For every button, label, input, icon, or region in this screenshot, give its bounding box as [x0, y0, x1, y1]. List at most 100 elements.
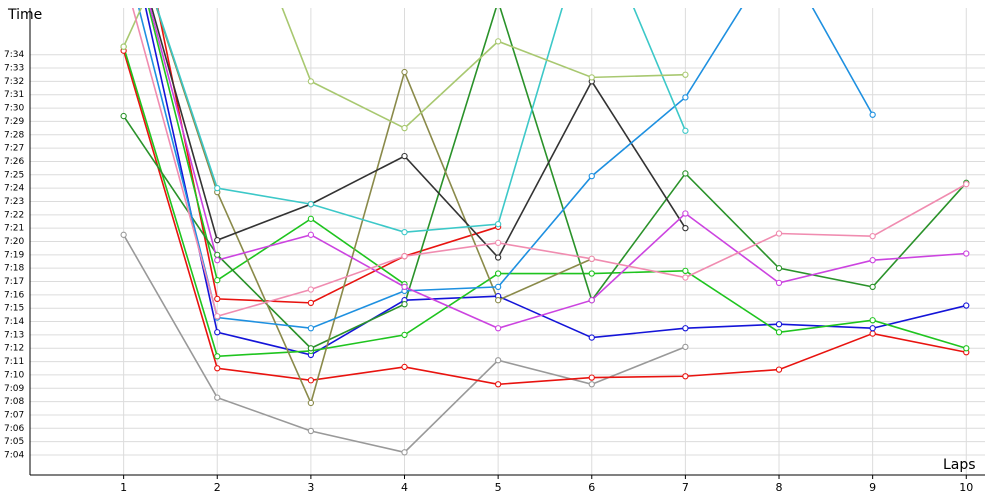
y-tick-label: 7:14 [4, 317, 24, 327]
y-tick-label: 7:10 [4, 370, 24, 380]
point [682, 127, 689, 134]
point [494, 221, 502, 228]
point [494, 254, 502, 261]
point [682, 210, 689, 217]
point [120, 43, 127, 50]
y-tick-label: 7:09 [4, 384, 24, 394]
grid [30, 8, 985, 475]
y-tick-label: 7:18 [4, 264, 24, 274]
x-tick-label: 4 [401, 481, 408, 494]
point [588, 255, 595, 262]
point [682, 71, 689, 78]
y-tick-label: 7:21 [4, 224, 24, 234]
point [682, 225, 689, 232]
x-tick-label: 1 [120, 481, 127, 494]
point [963, 250, 970, 257]
y-tick-label: 7:22 [4, 210, 24, 220]
point [401, 449, 408, 456]
series-line [144, 8, 967, 356]
y-tick-label: 7:12 [4, 344, 24, 354]
point [307, 427, 315, 435]
point [494, 297, 502, 304]
point [401, 331, 408, 339]
point [588, 381, 595, 388]
series-line [149, 8, 967, 330]
x-tick-label: 6 [588, 481, 595, 494]
y-tick-label: 7:05 [4, 437, 24, 447]
series-line [155, 8, 593, 406]
point [120, 112, 127, 120]
series-line [122, 8, 967, 350]
series-line [122, 46, 967, 358]
point [869, 330, 876, 337]
point [775, 230, 783, 237]
x-tick-label: 10 [959, 481, 973, 494]
x-tick-label: 7 [682, 481, 689, 494]
series-line [131, 8, 967, 318]
y-axis-label: Time [7, 7, 42, 23]
point [307, 286, 315, 293]
point [869, 257, 876, 264]
point [214, 353, 221, 360]
point [307, 78, 315, 85]
y-tick-label: 7:06 [4, 424, 24, 434]
y-tick-label: 7:25 [4, 170, 24, 180]
point [494, 283, 502, 291]
point [307, 399, 315, 407]
point [775, 279, 783, 287]
y-tick-label: 7:13 [4, 330, 24, 340]
series-line [147, 8, 405, 285]
y-tick-label: 7:27 [4, 144, 24, 154]
point [869, 283, 876, 291]
point [401, 68, 408, 76]
series-line [122, 50, 967, 386]
x-tick-label: 8 [776, 481, 783, 494]
point [588, 297, 595, 304]
point [401, 301, 408, 308]
point [588, 374, 595, 381]
point [869, 233, 876, 240]
y-tick-label: 7:11 [4, 357, 24, 367]
y-tick-label: 7:20 [4, 237, 24, 247]
y-tick-label: 7:34 [4, 50, 24, 60]
point [307, 299, 315, 307]
point [307, 200, 315, 208]
y-tick-label: 7:16 [4, 290, 24, 300]
x-tick-label: 9 [869, 481, 876, 494]
point [869, 325, 876, 332]
y-tick-label: 7:31 [4, 90, 24, 100]
point [214, 237, 221, 244]
y-tick-label: 7:29 [4, 117, 24, 127]
point [494, 325, 502, 332]
x-tick-label: 3 [307, 481, 314, 494]
y-tick-label: 7:07 [4, 410, 24, 420]
point [588, 334, 595, 341]
point [963, 180, 970, 188]
point [588, 172, 595, 180]
y-tick-label: 7:26 [4, 157, 24, 167]
point [682, 94, 689, 101]
y-tick-label: 7:17 [4, 277, 24, 287]
point [307, 345, 315, 352]
point [682, 274, 689, 281]
point [775, 329, 783, 336]
point [307, 377, 315, 384]
point [963, 345, 970, 352]
y-tick-label: 7:30 [4, 104, 24, 114]
x-tick-label: 2 [214, 481, 221, 494]
point [588, 74, 595, 81]
y-tick-label: 7:08 [4, 397, 24, 407]
point [494, 270, 502, 277]
y-tick-label: 7:24 [4, 184, 24, 194]
point [307, 325, 315, 332]
point [214, 365, 221, 372]
point [214, 257, 221, 264]
point [775, 366, 783, 373]
point [120, 231, 127, 238]
point [494, 357, 502, 364]
y-tick-label: 7:04 [4, 450, 24, 460]
x-tick-label: 5 [495, 481, 502, 494]
point [682, 373, 689, 380]
point [214, 184, 221, 192]
